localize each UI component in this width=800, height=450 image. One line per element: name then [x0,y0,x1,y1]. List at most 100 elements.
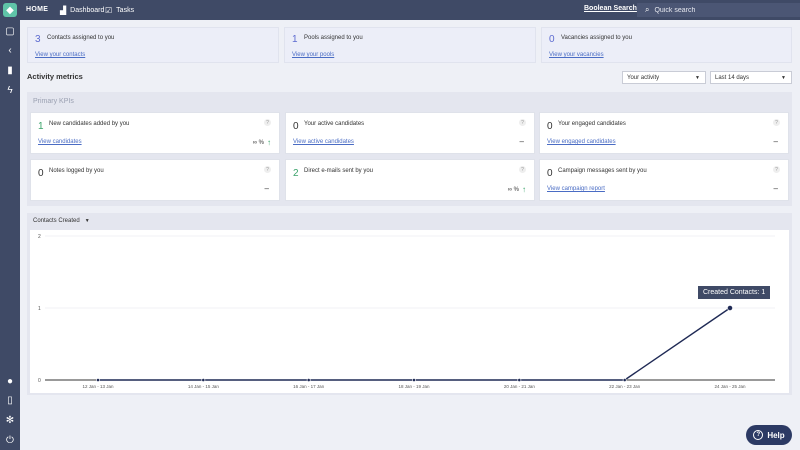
kpi-value: 0 [547,121,553,132]
data-point [622,378,627,382]
help-button[interactable]: ? Help [746,425,792,445]
power-icon[interactable]: ⏻ [6,435,14,446]
left-sidebar: ◆ ▢ ‹ ▮ ϟ ● ▯ ✻ ⏻ [0,0,20,450]
kpi-label: Notes logged by you [49,168,104,174]
summary-value: 0 [549,34,555,45]
caret-down-icon: ▼ [84,218,90,224]
activity-scope-value: Your activity [627,74,660,81]
quick-search-input[interactable] [654,6,775,14]
kpi-card-new-candidates: 1 New candidates added by you ? View can… [30,112,280,154]
data-point [412,378,416,382]
x-tick-label: 24 Jan - 25 Jan [714,384,746,389]
kpi-card-direct-emails: 2 Direct e-mails sent by you ? ∞ % ↑ [285,159,535,201]
x-tick-label: 20 Jan - 21 Jan [504,384,536,389]
kpi-trend: ∞ % ↑ [508,185,526,194]
summary-label: Contacts assigned to you [47,35,115,41]
activity-metrics-title: Activity metrics [27,72,83,81]
summary-label: Pools assigned to you [304,35,363,41]
checkbox-icon: ☑ [105,6,113,15]
help-icon[interactable]: ? [773,166,780,173]
data-point [306,378,311,382]
x-tick-label: 14 Jan - 15 Jan [188,384,220,389]
x-tick-label: 22 Jan - 23 Jan [609,384,641,389]
line-chart: 0 1 2 12 Jan - 13 Jan 14 Jan - 15 Jan 16 Jan … [38,234,775,389]
app-logo-icon[interactable]: ◆ [3,3,17,17]
kpi-trend-value: – [773,137,778,146]
home-link[interactable]: HOME [26,6,49,13]
tab-tasks-label: Tasks [116,7,135,14]
kpi-card-active-candidates: 0 Your active candidates ? View active c… [285,112,535,154]
x-tick-label: 16 Jan - 17 Jan [293,384,325,389]
activity-scope-select[interactable]: Your activity ▼ [622,71,706,84]
bar-chart-icon[interactable]: ▮ [7,65,13,76]
boolean-search-link[interactable]: Boolean Search [584,5,637,12]
view-vacancies-link[interactable]: View your vacancies [549,52,604,58]
kpi-trend-value: – [773,184,778,193]
help-icon[interactable]: ? [519,166,526,173]
kpi-trend: ∞ % ↑ [253,138,271,147]
date-range-select[interactable]: Last 14 days ▼ [710,71,792,84]
book-icon[interactable]: ▯ [7,395,13,406]
primary-kpis-panel: Primary KPIs 1 New candidates added by y… [27,92,792,206]
data-point [96,378,100,382]
summary-card-pools: 1 Pools assigned to you View your pools [284,27,536,63]
kpi-value: 0 [293,121,299,132]
caret-down-icon: ▼ [695,75,700,81]
kpi-label: Direct e-mails sent by you [304,168,374,174]
bar-chart-icon: ▟ [60,6,67,15]
view-pools-link[interactable]: View your pools [292,52,335,58]
kpi-value: 0 [547,168,553,179]
quick-search-box: ⌕ [637,3,800,17]
bell-icon[interactable]: ● [6,376,14,387]
search-icon: ⌕ [645,5,650,14]
primary-kpis-title: Primary KPIs [33,98,74,105]
date-range-value: Last 14 days [715,74,750,81]
kpi-card-campaign-messages: 0 Campaign messages sent by you ? View c… [539,159,789,201]
x-tick-label: 12 Jan - 13 Jan [82,384,114,389]
summary-label: Vacancies assigned to you [561,35,632,41]
view-candidates-link[interactable]: View candidates [38,139,82,145]
chevron-left-icon[interactable]: ‹ [8,45,12,56]
kpi-card-notes: 0 Notes logged by you ? – [30,159,280,201]
kpi-trend-value: – [519,137,524,146]
bolt-icon[interactable]: ϟ [7,85,13,96]
view-contacts-link[interactable]: View your contacts [35,52,86,58]
gear-icon[interactable]: ✻ [5,415,15,426]
series-line [98,307,731,381]
help-icon[interactable]: ? [773,119,780,126]
help-icon[interactable]: ? [264,119,271,126]
help-icon[interactable]: ? [519,119,526,126]
view-active-candidates-link[interactable]: View active candidates [293,139,354,145]
help-icon[interactable]: ? [264,166,271,173]
kpi-trend-value: ∞ % [252,139,264,146]
kpi-value: 2 [293,168,299,179]
tab-dashboard-label: Dashboard [70,7,105,14]
arrow-up-icon: ↑ [522,185,526,194]
chart-metric-dropdown[interactable]: Contacts Created ▼ [33,218,90,224]
tab-tasks[interactable]: ☑ Tasks [105,6,134,15]
caret-down-icon: ▼ [781,75,786,81]
y-tick-label: 0 [38,378,41,384]
contacts-created-panel: Contacts Created ▼ 0 1 2 12 Jan - 13 Jan 14 … [27,213,792,395]
view-campaign-report-link[interactable]: View campaign report [547,186,605,192]
summary-value: 3 [35,34,41,45]
question-icon: ? [753,430,764,440]
view-engaged-candidates-link[interactable]: View engaged candidates [547,139,616,145]
chart-title: Contacts Created [33,218,80,224]
kpi-trend-value: – [264,184,269,193]
square-icon[interactable]: ▢ [5,26,15,37]
summary-card-vacancies: 0 Vacancies assigned to you View your va… [541,27,792,63]
data-point [517,378,522,382]
kpi-value: 0 [38,168,44,179]
tab-dashboard[interactable]: ▟ Dashboard [60,6,104,15]
chart-area: 0 1 2 12 Jan - 13 Jan 14 Jan - 15 Jan 16 Jan … [30,230,789,393]
kpi-value: 1 [38,121,44,132]
y-tick-label: 2 [38,234,41,240]
kpi-label: Campaign messages sent by you [558,168,647,174]
x-tick-label: 18 Jan - 19 Jan [398,384,430,389]
data-point [727,305,733,311]
kpi-card-engaged-candidates: 0 Your engaged candidates ? View engaged… [539,112,789,154]
summary-value: 1 [292,34,298,45]
arrow-up-icon: ↑ [267,138,271,147]
help-button-label: Help [767,430,785,440]
